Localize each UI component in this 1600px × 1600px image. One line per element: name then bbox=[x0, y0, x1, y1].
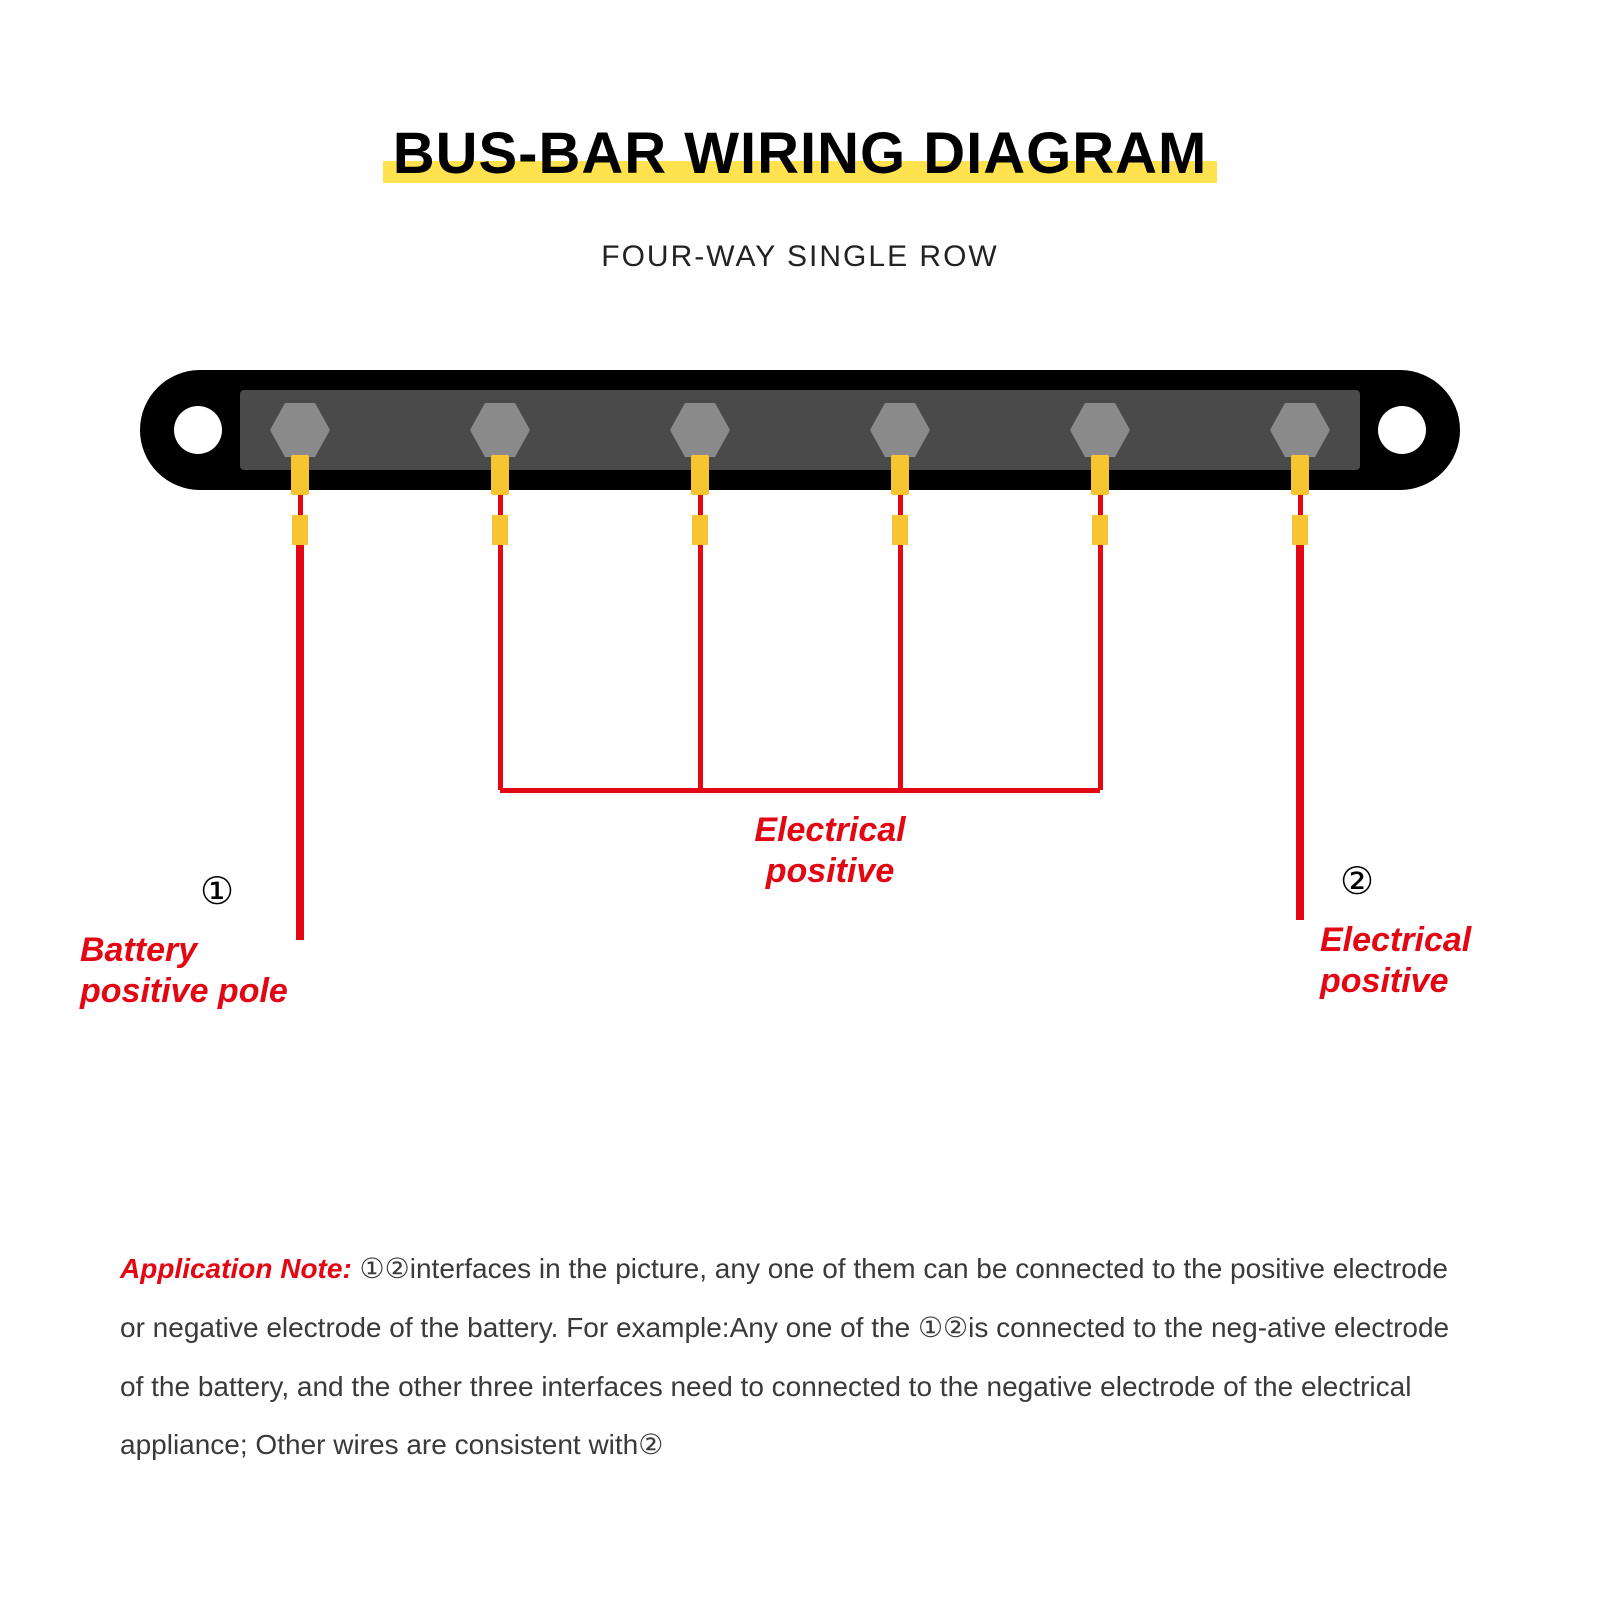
connector bbox=[291, 455, 309, 495]
label-left-circled: ① bbox=[200, 870, 234, 916]
note-body: ①②interfaces in the picture, any one of … bbox=[120, 1253, 1449, 1460]
terminal-1 bbox=[270, 403, 330, 457]
wire-stub bbox=[898, 495, 903, 515]
wire bbox=[1296, 545, 1304, 920]
page-title: BUS-BAR WIRING DIAGRAM bbox=[393, 121, 1208, 186]
terminal-6 bbox=[1270, 403, 1330, 457]
terminal-2 bbox=[470, 403, 530, 457]
wire bbox=[498, 545, 503, 790]
terminal-3 bbox=[670, 403, 730, 457]
label-electrical-positive-middle: Electricalpositive bbox=[700, 810, 960, 892]
wire bbox=[898, 545, 903, 790]
wire bbox=[1098, 545, 1103, 790]
note-title: Application Note: bbox=[120, 1253, 352, 1284]
wire-stub bbox=[498, 495, 503, 515]
connector bbox=[691, 455, 709, 495]
connector-band bbox=[292, 515, 308, 545]
wire-stub bbox=[298, 495, 303, 515]
label-battery-positive: Batterypositive pole bbox=[80, 930, 288, 1012]
wire-stub bbox=[1098, 495, 1103, 515]
circled-2: ② bbox=[1340, 860, 1374, 906]
wire bbox=[296, 545, 304, 940]
label-electrical-positive-right: Electricalpositive bbox=[1320, 920, 1471, 1002]
wire-stub bbox=[698, 495, 703, 515]
connector-band bbox=[1292, 515, 1308, 545]
circled-1: ① bbox=[200, 870, 234, 916]
mount-hole-2 bbox=[1378, 406, 1426, 454]
busbar-strip bbox=[240, 390, 1360, 470]
wire-stub bbox=[1298, 495, 1303, 515]
mount-hole-1 bbox=[174, 406, 222, 454]
wire bbox=[698, 545, 703, 790]
connector bbox=[1091, 455, 1109, 495]
connector-band bbox=[492, 515, 508, 545]
connector-band bbox=[892, 515, 908, 545]
label-right-circled: ② bbox=[1340, 860, 1374, 906]
terminal-4 bbox=[870, 403, 930, 457]
wire bbox=[500, 788, 1100, 793]
connector-band bbox=[692, 515, 708, 545]
application-note: Application Note: ①②interfaces in the pi… bbox=[120, 1240, 1480, 1475]
connector bbox=[891, 455, 909, 495]
terminal-5 bbox=[1070, 403, 1130, 457]
subtitle: FOUR-WAY SINGLE ROW bbox=[0, 240, 1600, 274]
connector bbox=[491, 455, 509, 495]
connector-band bbox=[1092, 515, 1108, 545]
connector bbox=[1291, 455, 1309, 495]
